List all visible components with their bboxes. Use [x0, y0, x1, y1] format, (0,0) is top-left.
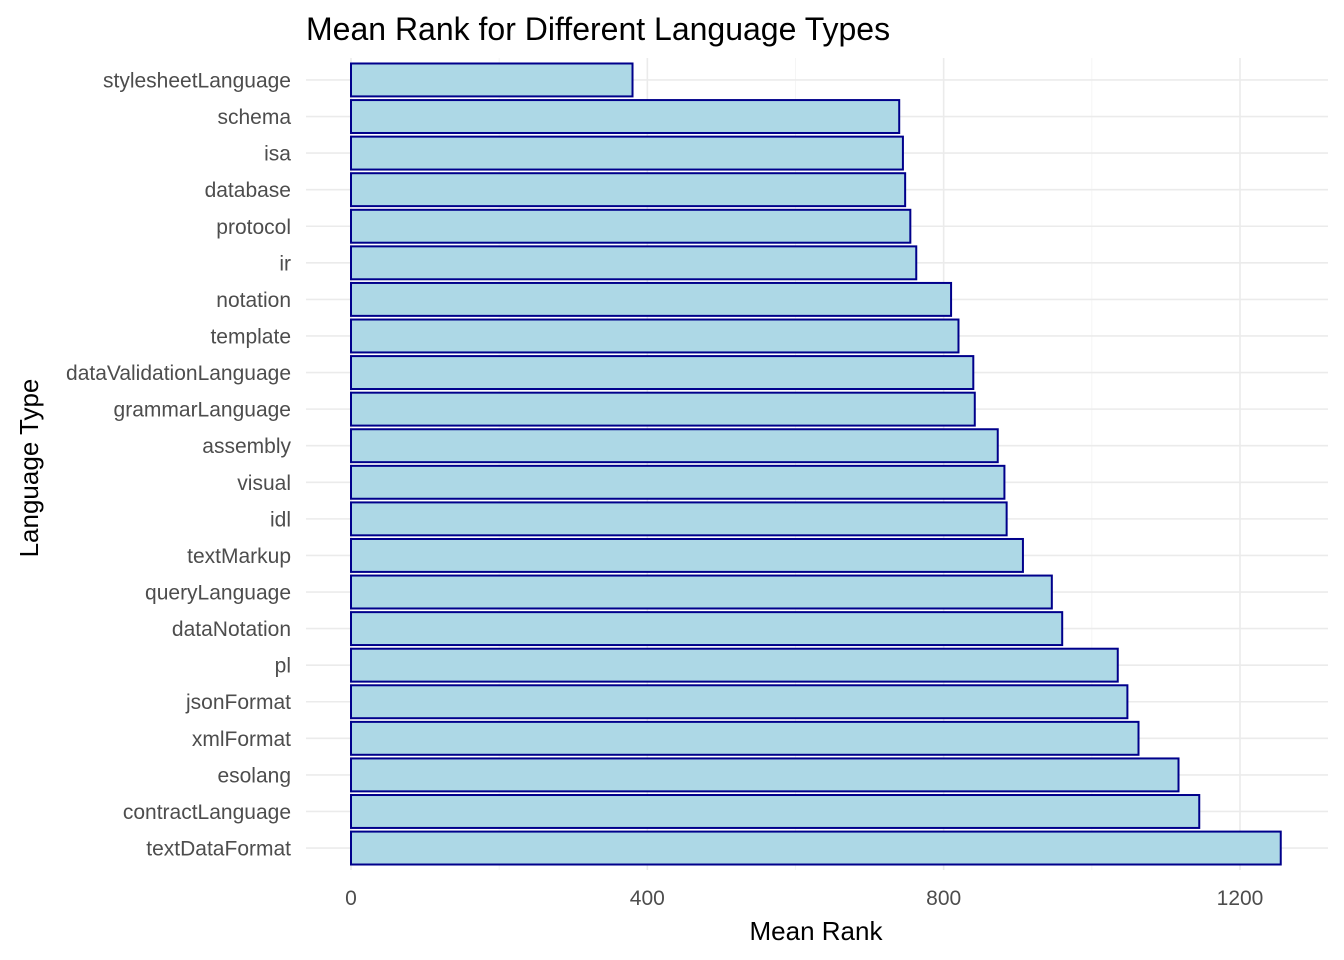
y-tick-label: template — [210, 325, 291, 348]
bar-schema — [350, 99, 901, 134]
bar-xmlFormat — [350, 720, 1140, 756]
y-tick-label: contractLanguage — [123, 801, 291, 824]
y-tick-label: protocol — [216, 216, 291, 239]
y-tick-label: jsonFormat — [185, 691, 291, 714]
bar-stylesheetLanguage — [350, 62, 634, 98]
bar-notation — [350, 281, 953, 317]
bar-visual — [350, 464, 1006, 500]
y-tick-label: isa — [264, 143, 291, 166]
bar-idl — [350, 501, 1008, 537]
bar-assembly — [350, 428, 999, 464]
bar-database — [350, 172, 907, 208]
bar-grammarLanguage — [350, 391, 976, 427]
bars — [350, 62, 1282, 866]
x-tick-label: 400 — [630, 887, 665, 910]
x-tick-label: 1200 — [1217, 887, 1264, 910]
x-tick-labels: 0 400 800 1200 — [345, 887, 1263, 910]
bar-template — [350, 318, 960, 354]
bar-pl — [350, 647, 1119, 683]
bar-queryLanguage — [350, 574, 1053, 610]
bar-jsonFormat — [350, 684, 1129, 720]
bar-dataValidationLanguage — [350, 355, 975, 391]
x-tick-label: 800 — [926, 887, 961, 910]
y-tick-label: stylesheetLanguage — [103, 69, 291, 92]
y-tick-labels: stylesheetLanguage schema isa database proto… — [66, 69, 291, 860]
y-tick-label: dataNotation — [172, 618, 291, 641]
y-tick-label: xmlFormat — [192, 728, 291, 751]
bar-esolang — [350, 757, 1180, 793]
y-tick-label: ir — [279, 252, 291, 275]
y-tick-label: schema — [217, 106, 291, 129]
chart-title: Mean Rank for Different Language Types — [306, 11, 890, 47]
bar-protocol — [350, 208, 912, 244]
bar-isa — [350, 135, 904, 171]
y-tick-label: visual — [237, 472, 291, 495]
y-axis-title: Language Type — [14, 379, 44, 558]
y-tick-label: pl — [275, 655, 291, 678]
y-tick-label: esolang — [217, 764, 291, 787]
bar-textDataFormat — [350, 830, 1282, 866]
bar-contractLanguage — [350, 794, 1201, 829]
bar-textMarkup — [350, 537, 1024, 573]
y-tick-label: textMarkup — [187, 545, 291, 568]
y-tick-label: notation — [216, 289, 291, 312]
y-tick-label: database — [205, 179, 291, 202]
y-tick-label: textDataFormat — [146, 838, 291, 861]
y-tick-label: dataValidationLanguage — [66, 362, 291, 385]
x-tick-label: 0 — [345, 887, 357, 910]
y-tick-label: grammarLanguage — [114, 399, 291, 422]
bar-ir — [350, 245, 918, 281]
x-axis-title: Mean Rank — [750, 916, 884, 946]
y-tick-label: idl — [270, 508, 291, 531]
y-tick-label: assembly — [202, 435, 291, 458]
y-tick-label: queryLanguage — [145, 582, 291, 605]
bar-dataNotation — [350, 611, 1064, 647]
